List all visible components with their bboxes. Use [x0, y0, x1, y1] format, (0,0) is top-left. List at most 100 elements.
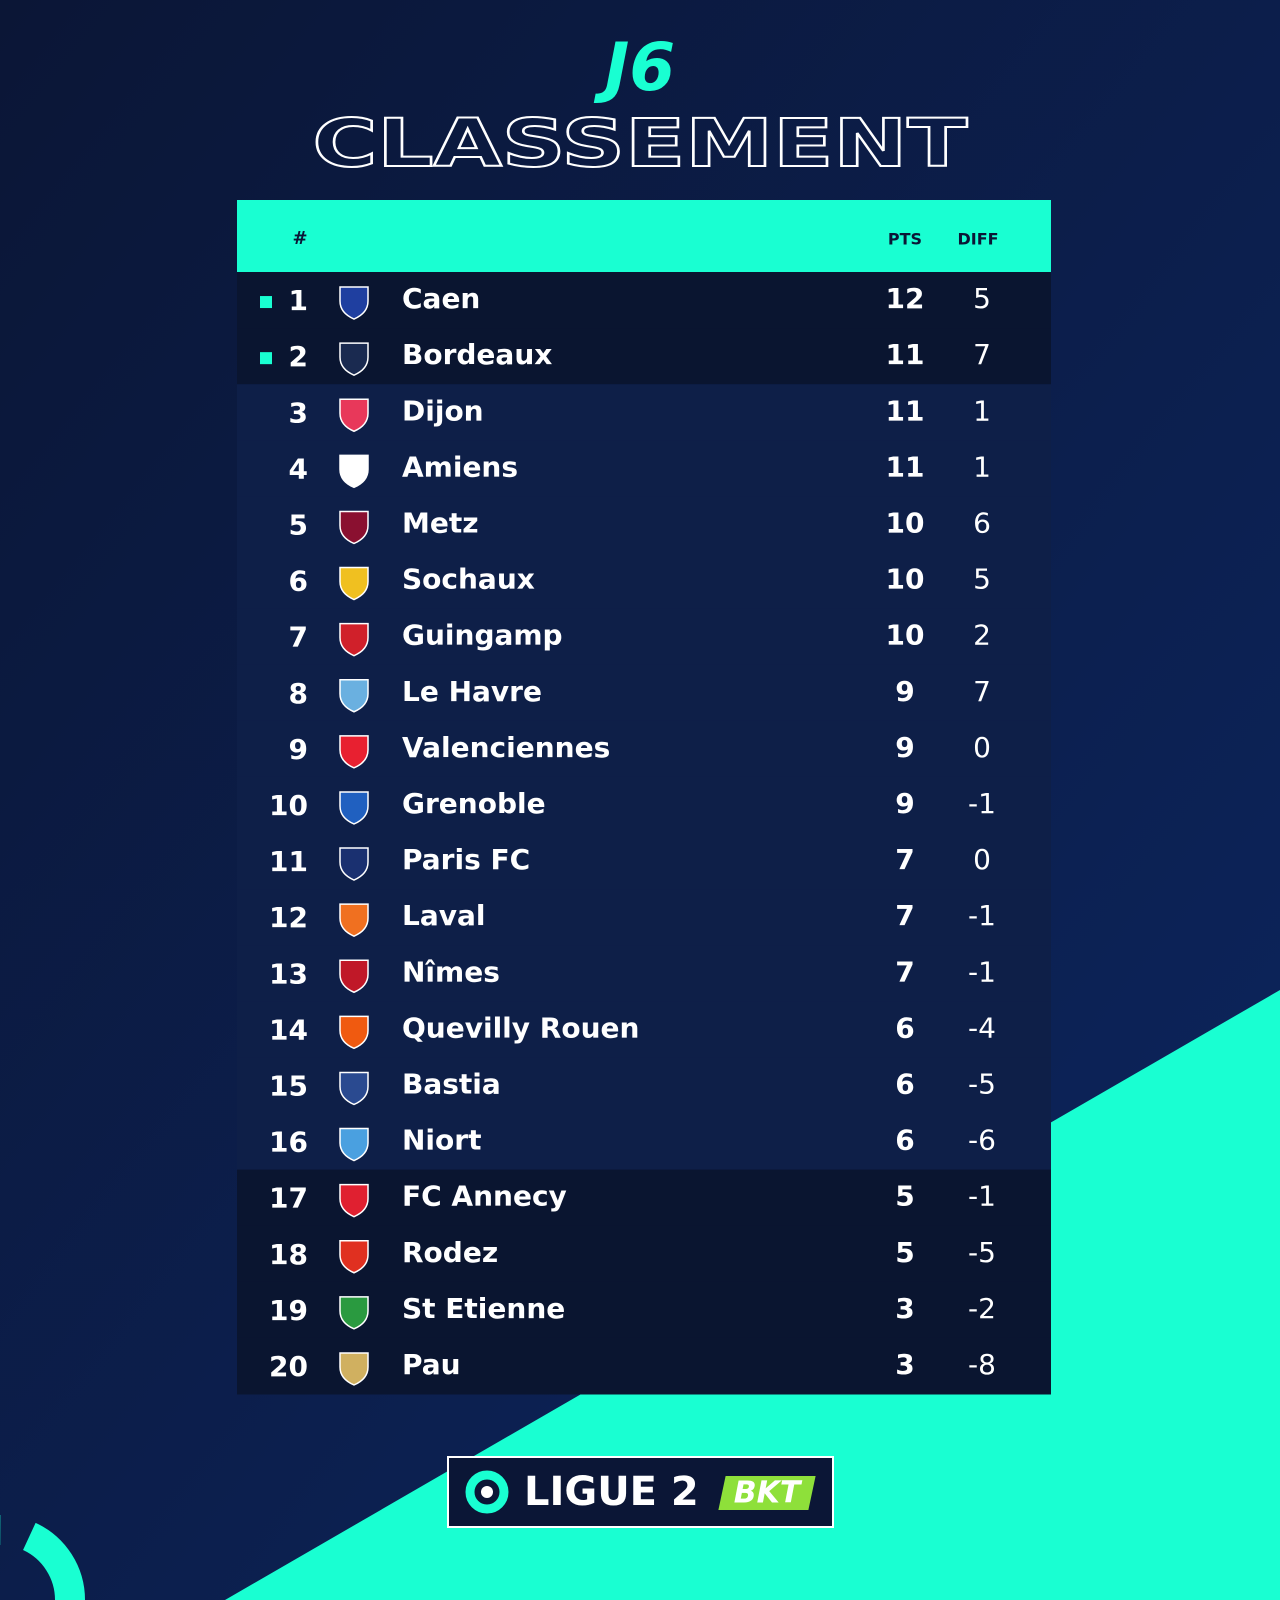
- row-background: [237, 496, 1051, 553]
- club-crest: [339, 342, 369, 376]
- rank: 10: [269, 789, 308, 822]
- sponsor-badge: [718, 1476, 816, 1510]
- rank: 1: [289, 284, 308, 317]
- rank: 9: [289, 733, 308, 766]
- club-crest: [339, 1015, 369, 1050]
- points: 10: [886, 619, 925, 652]
- club-crest: [339, 510, 369, 545]
- row-background: [237, 272, 1051, 329]
- row-background: [237, 1001, 1051, 1058]
- goal-difference: 6: [973, 506, 991, 539]
- row-background: [237, 776, 1051, 834]
- league-name: LIGUE 2: [524, 1469, 699, 1515]
- table-header: [237, 200, 1051, 272]
- club-crest: [339, 1183, 369, 1218]
- club-crest: [339, 1296, 369, 1330]
- goal-difference: 1: [973, 394, 991, 427]
- rank: 15: [269, 1069, 308, 1102]
- club-crest: [339, 286, 369, 320]
- team-name: Nîmes: [402, 955, 500, 988]
- goal-difference: -8: [968, 1348, 996, 1381]
- points: 5: [895, 1236, 914, 1269]
- team-name: Caen: [402, 282, 480, 315]
- goal-difference: -1: [968, 787, 996, 820]
- points: 9: [895, 787, 914, 820]
- league-logo: LIGUE 2 BKT: [447, 1456, 834, 1528]
- points: 7: [895, 899, 914, 932]
- goal-difference: 2: [973, 619, 991, 652]
- row-background: [237, 720, 1051, 778]
- goal-difference: 1: [973, 450, 991, 483]
- rank: 11: [269, 845, 308, 878]
- rank: 17: [269, 1182, 308, 1215]
- goal-difference: -6: [968, 1124, 996, 1157]
- points: 10: [886, 563, 925, 596]
- goal-difference: -1: [968, 899, 996, 932]
- team-name: Valenciennes: [402, 731, 610, 764]
- team-name: FC Annecy: [402, 1180, 567, 1213]
- club-crest: [339, 791, 369, 825]
- goal-difference: 7: [973, 338, 991, 371]
- club-crest: [339, 454, 369, 489]
- team-name: Dijon: [402, 394, 484, 427]
- row-background: [237, 1057, 1051, 1114]
- row-background: [237, 1169, 1051, 1227]
- club-crest: [339, 1071, 369, 1106]
- matchday: J6: [594, 29, 675, 106]
- row-background: [237, 608, 1051, 666]
- goal-difference: 5: [973, 282, 991, 315]
- club-crest: [339, 566, 369, 601]
- rank: 3: [289, 396, 308, 429]
- diff-header: DIFF: [957, 230, 998, 249]
- row-background: [237, 1113, 1051, 1171]
- row-background: [237, 328, 1051, 385]
- rank: 4: [289, 452, 308, 485]
- rank-header: #: [292, 228, 307, 249]
- row-background: [237, 1281, 1051, 1339]
- goal-difference: 0: [973, 731, 991, 764]
- row-background: [237, 440, 1051, 497]
- club-crest: [339, 1352, 369, 1386]
- team-name: Bastia: [402, 1067, 501, 1100]
- club-crest: [339, 398, 369, 433]
- points: 12: [886, 282, 925, 315]
- points: 9: [895, 731, 914, 764]
- points: 7: [895, 843, 914, 876]
- club-crest: [339, 1127, 369, 1162]
- rank: 2: [289, 340, 308, 373]
- rank: 5: [289, 508, 308, 541]
- points: 3: [895, 1292, 914, 1325]
- team-name: Grenoble: [402, 787, 546, 820]
- goal-difference: 7: [973, 675, 991, 708]
- team-name: Le Havre: [402, 675, 542, 708]
- goal-difference: -5: [968, 1236, 996, 1269]
- rank: 18: [269, 1238, 308, 1271]
- title: CLASSEMENT: [313, 105, 968, 182]
- row-background: [237, 889, 1051, 946]
- points: 6: [895, 1067, 914, 1100]
- pts-header: PTS: [888, 230, 922, 249]
- goal-difference: -2: [968, 1292, 996, 1325]
- team-name: Pau: [402, 1348, 461, 1381]
- rank: 16: [269, 1126, 308, 1159]
- rank: 12: [269, 901, 308, 934]
- points: 11: [886, 450, 925, 483]
- rank: 6: [289, 565, 308, 598]
- logo-icon: [465, 1470, 509, 1514]
- goal-difference: -5: [968, 1067, 996, 1100]
- goal-difference: 5: [973, 563, 991, 596]
- rank: 7: [289, 621, 308, 654]
- team-name: Metz: [402, 506, 479, 539]
- club-crest: [339, 903, 369, 937]
- row-background: [237, 833, 1051, 890]
- row-background: [237, 1337, 1051, 1395]
- team-name: Rodez: [402, 1236, 498, 1269]
- row-background: [237, 945, 1051, 1002]
- logo-dot: [481, 1486, 493, 1498]
- team-name: Sochaux: [402, 563, 535, 596]
- team-name: Laval: [402, 899, 485, 932]
- club-crest: [339, 679, 369, 713]
- club-crest: [339, 847, 369, 881]
- team-name: Guingamp: [402, 619, 563, 652]
